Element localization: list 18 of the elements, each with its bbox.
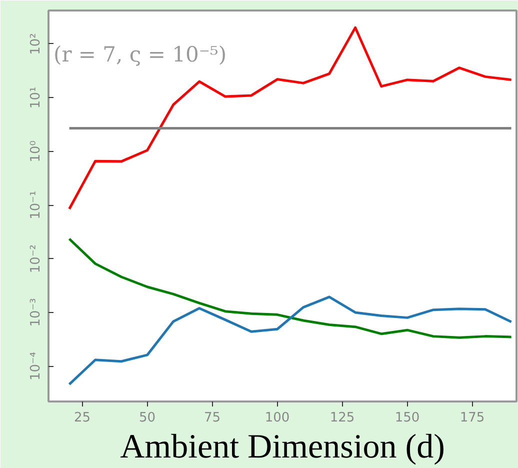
y-tick-label: 10²: [28, 33, 44, 55]
x-tick-label: 25: [74, 410, 91, 426]
x-tick-label: 50: [139, 410, 156, 426]
x-tick-label: 75: [204, 410, 221, 426]
x-tick-label: 175: [460, 410, 485, 426]
line-series: [68, 238, 513, 339]
y-tick-label: 10⁻⁴: [28, 352, 44, 380]
y-tick-label: 10⁻²: [28, 244, 44, 274]
x-tick-label: 100: [264, 410, 290, 426]
y-tick-label: 10⁻³: [28, 298, 44, 327]
y-tick-label: 10⁰: [28, 140, 44, 162]
x-tick-label: 125: [330, 410, 355, 426]
y-tick-label: 10⁻¹: [28, 190, 44, 220]
x-tick-label: 150: [394, 410, 420, 426]
line-series: [68, 296, 513, 386]
x-axis-title: Ambient Dimension (d): [120, 428, 445, 466]
y-tick-label: 10¹: [28, 86, 44, 109]
annotation: (r = 7, ς = 10⁻⁵): [54, 42, 227, 66]
